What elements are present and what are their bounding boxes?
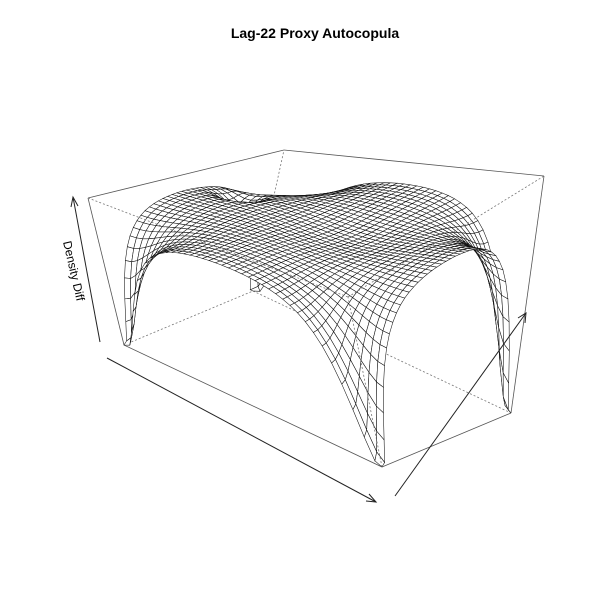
y-axis-arrow: [394, 312, 527, 497]
box-edge-top-back: [283, 149, 545, 177]
y-axis-arrowhead: [517, 312, 527, 324]
x-axis-arrow: [106, 357, 377, 503]
box-edge-bottom-front: [123, 344, 383, 468]
chart-title: Lag-22 Proxy Autocopula: [231, 25, 400, 41]
z-axis-arrowhead: [70, 195, 79, 208]
z-axis: Density Diff: [60, 195, 101, 343]
box-edge-vertical-front: [347, 296, 383, 468]
surface-facet: [124, 298, 132, 322]
bounding-box-front: [87, 175, 545, 468]
surface-mesh: [123, 182, 512, 468]
box-edge-top-left: [87, 149, 285, 199]
z-axis-label: Density Diff: [60, 240, 88, 303]
box-edge-bottom-right: [381, 412, 512, 468]
box-edge-bottom-back: [252, 290, 512, 414]
box-edge-bottom-left: [123, 290, 254, 346]
surface-facet: [124, 277, 131, 300]
z-axis-arrow: [72, 196, 101, 343]
box-edge-vertical-right: [510, 175, 545, 414]
surface-facet: [374, 451, 385, 468]
y-axis: [394, 312, 527, 497]
box-edge-vertical-left: [87, 197, 125, 346]
x-axis: [106, 357, 378, 503]
x-axis-arrowhead: [365, 493, 378, 503]
